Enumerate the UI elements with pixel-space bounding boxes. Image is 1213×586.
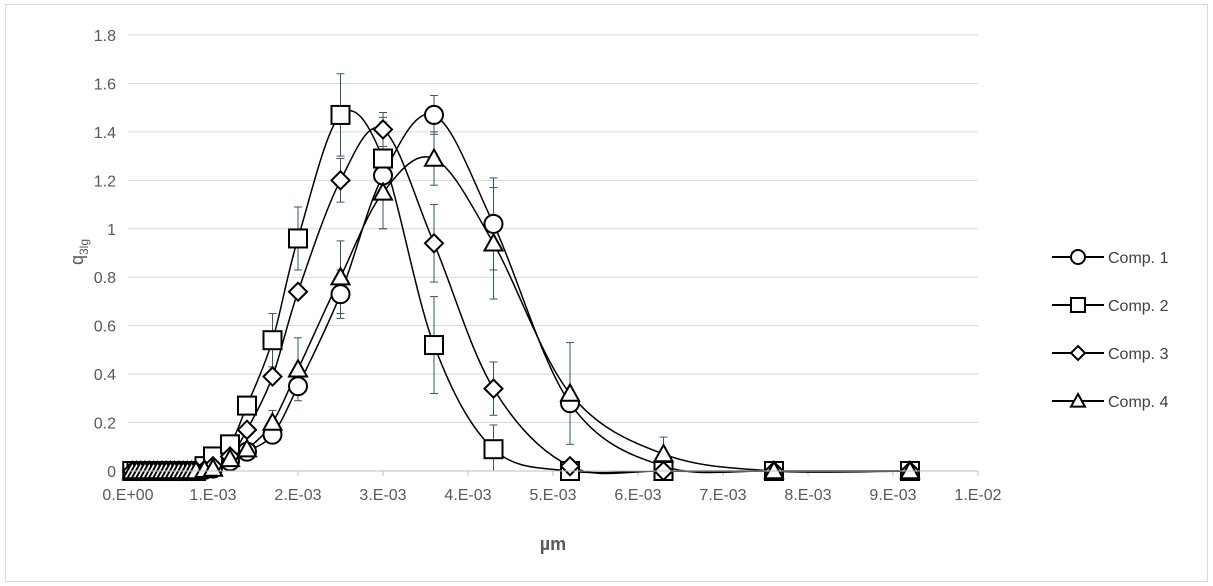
data-point-square xyxy=(262,330,283,351)
y-tick-label: 0.2 xyxy=(94,416,116,433)
legend-marker-diamond xyxy=(1069,344,1087,362)
legend: Comp. 1 Comp. 2 Comp. 3 Comp. 4 xyxy=(1052,249,1169,411)
x-tick-label: 6.E-03 xyxy=(614,487,661,504)
x-tick-label: 1.E-02 xyxy=(954,487,1001,504)
data-point-circle xyxy=(483,213,504,234)
data-point-diamond xyxy=(423,232,445,254)
data-point-diamond xyxy=(372,119,394,140)
legend-item: Comp. 4 xyxy=(1052,391,1169,411)
x-tick-label: 7.E-03 xyxy=(699,487,746,504)
legend-label: Comp. 4 xyxy=(1108,394,1169,411)
legend-label: Comp. 1 xyxy=(1108,250,1169,267)
error-bars xyxy=(268,73,668,472)
y-tick-label: 1.8 xyxy=(94,28,116,45)
data-point-circle xyxy=(330,284,351,305)
data-point-triangle xyxy=(236,438,258,458)
data-point-diamond xyxy=(287,281,309,303)
y-axis-ticks: 0 0.2 0.4 0.6 0.8 1 1.2 1.4 1.6 1.8 xyxy=(94,28,116,481)
y-tick-label: 0.6 xyxy=(94,319,116,336)
data-point-triangle xyxy=(329,266,352,286)
y-tick-label: 1.2 xyxy=(94,173,116,190)
y-tick-label: 0.4 xyxy=(94,367,116,384)
y-tick-label: 1.6 xyxy=(94,76,116,93)
data-point-triangle xyxy=(261,411,284,431)
y-axis-title-sub: 3lg xyxy=(77,239,91,255)
data-point-diamond xyxy=(330,169,351,191)
x-tick-label: 3.E-03 xyxy=(359,487,406,504)
data-point-square xyxy=(483,439,504,460)
legend-item: Comp. 2 xyxy=(1052,297,1169,315)
legend-label: Comp. 2 xyxy=(1108,298,1169,315)
series-lines xyxy=(132,109,911,475)
data-point-diamond xyxy=(236,419,258,441)
data-point-square xyxy=(288,228,308,249)
x-tick-label: 5.E-03 xyxy=(529,487,576,504)
x-axis-title: µm xyxy=(540,534,566,554)
x-axis-ticks: 0.E+00 1.E-03 2.E-03 3.E-03 4.E-03 5.E-03 6.E-… xyxy=(102,471,1002,504)
data-point-triangle xyxy=(219,447,241,468)
legend-item: Comp. 3 xyxy=(1052,344,1169,363)
chart-frame xyxy=(5,4,1208,582)
data-point-circle xyxy=(424,104,444,125)
y-tick-label: 0.8 xyxy=(94,270,116,287)
data-point-square xyxy=(237,395,257,416)
legend-marker-circle xyxy=(1070,249,1086,265)
x-tick-label: 9.E-03 xyxy=(869,487,916,504)
data-point-triangle xyxy=(202,457,224,477)
legend-label: Comp. 3 xyxy=(1108,346,1169,363)
legend-marker-square xyxy=(1070,297,1086,313)
gridlines xyxy=(128,34,978,424)
data-point-triangle xyxy=(423,147,445,167)
x-tick-label: 0.E+00 xyxy=(102,487,153,504)
data-point-triangle xyxy=(652,442,675,463)
data-point-square xyxy=(330,104,351,125)
data-point-triangle xyxy=(287,358,309,378)
data-point-diamond xyxy=(262,366,283,387)
data-point-triangle xyxy=(482,232,505,252)
y-tick-label: 1.4 xyxy=(94,125,116,142)
series-line-1 xyxy=(132,113,911,474)
x-tick-label: 8.E-03 xyxy=(784,487,831,504)
data-point-diamond xyxy=(483,378,504,400)
data-point-square xyxy=(424,335,444,356)
y-axis-title: q3lg xyxy=(67,239,91,265)
data-point-triangle xyxy=(372,181,394,201)
x-tick-label: 1.E-03 xyxy=(189,487,236,504)
legend-marker-triangle xyxy=(1069,391,1087,408)
data-point-square xyxy=(373,148,393,169)
data-point-triangle xyxy=(899,459,921,480)
y-axis-title-main: q xyxy=(67,255,87,265)
x-tick-label: 2.E-03 xyxy=(274,487,321,504)
data-point-triangle xyxy=(559,382,581,402)
y-tick-label: 0 xyxy=(107,464,116,481)
x-tick-label: 4.E-03 xyxy=(444,487,491,504)
data-point-triangle xyxy=(763,459,785,480)
data-point-circle xyxy=(288,376,308,397)
y-tick-label: 1 xyxy=(107,222,116,239)
legend-item: Comp. 1 xyxy=(1052,249,1169,267)
